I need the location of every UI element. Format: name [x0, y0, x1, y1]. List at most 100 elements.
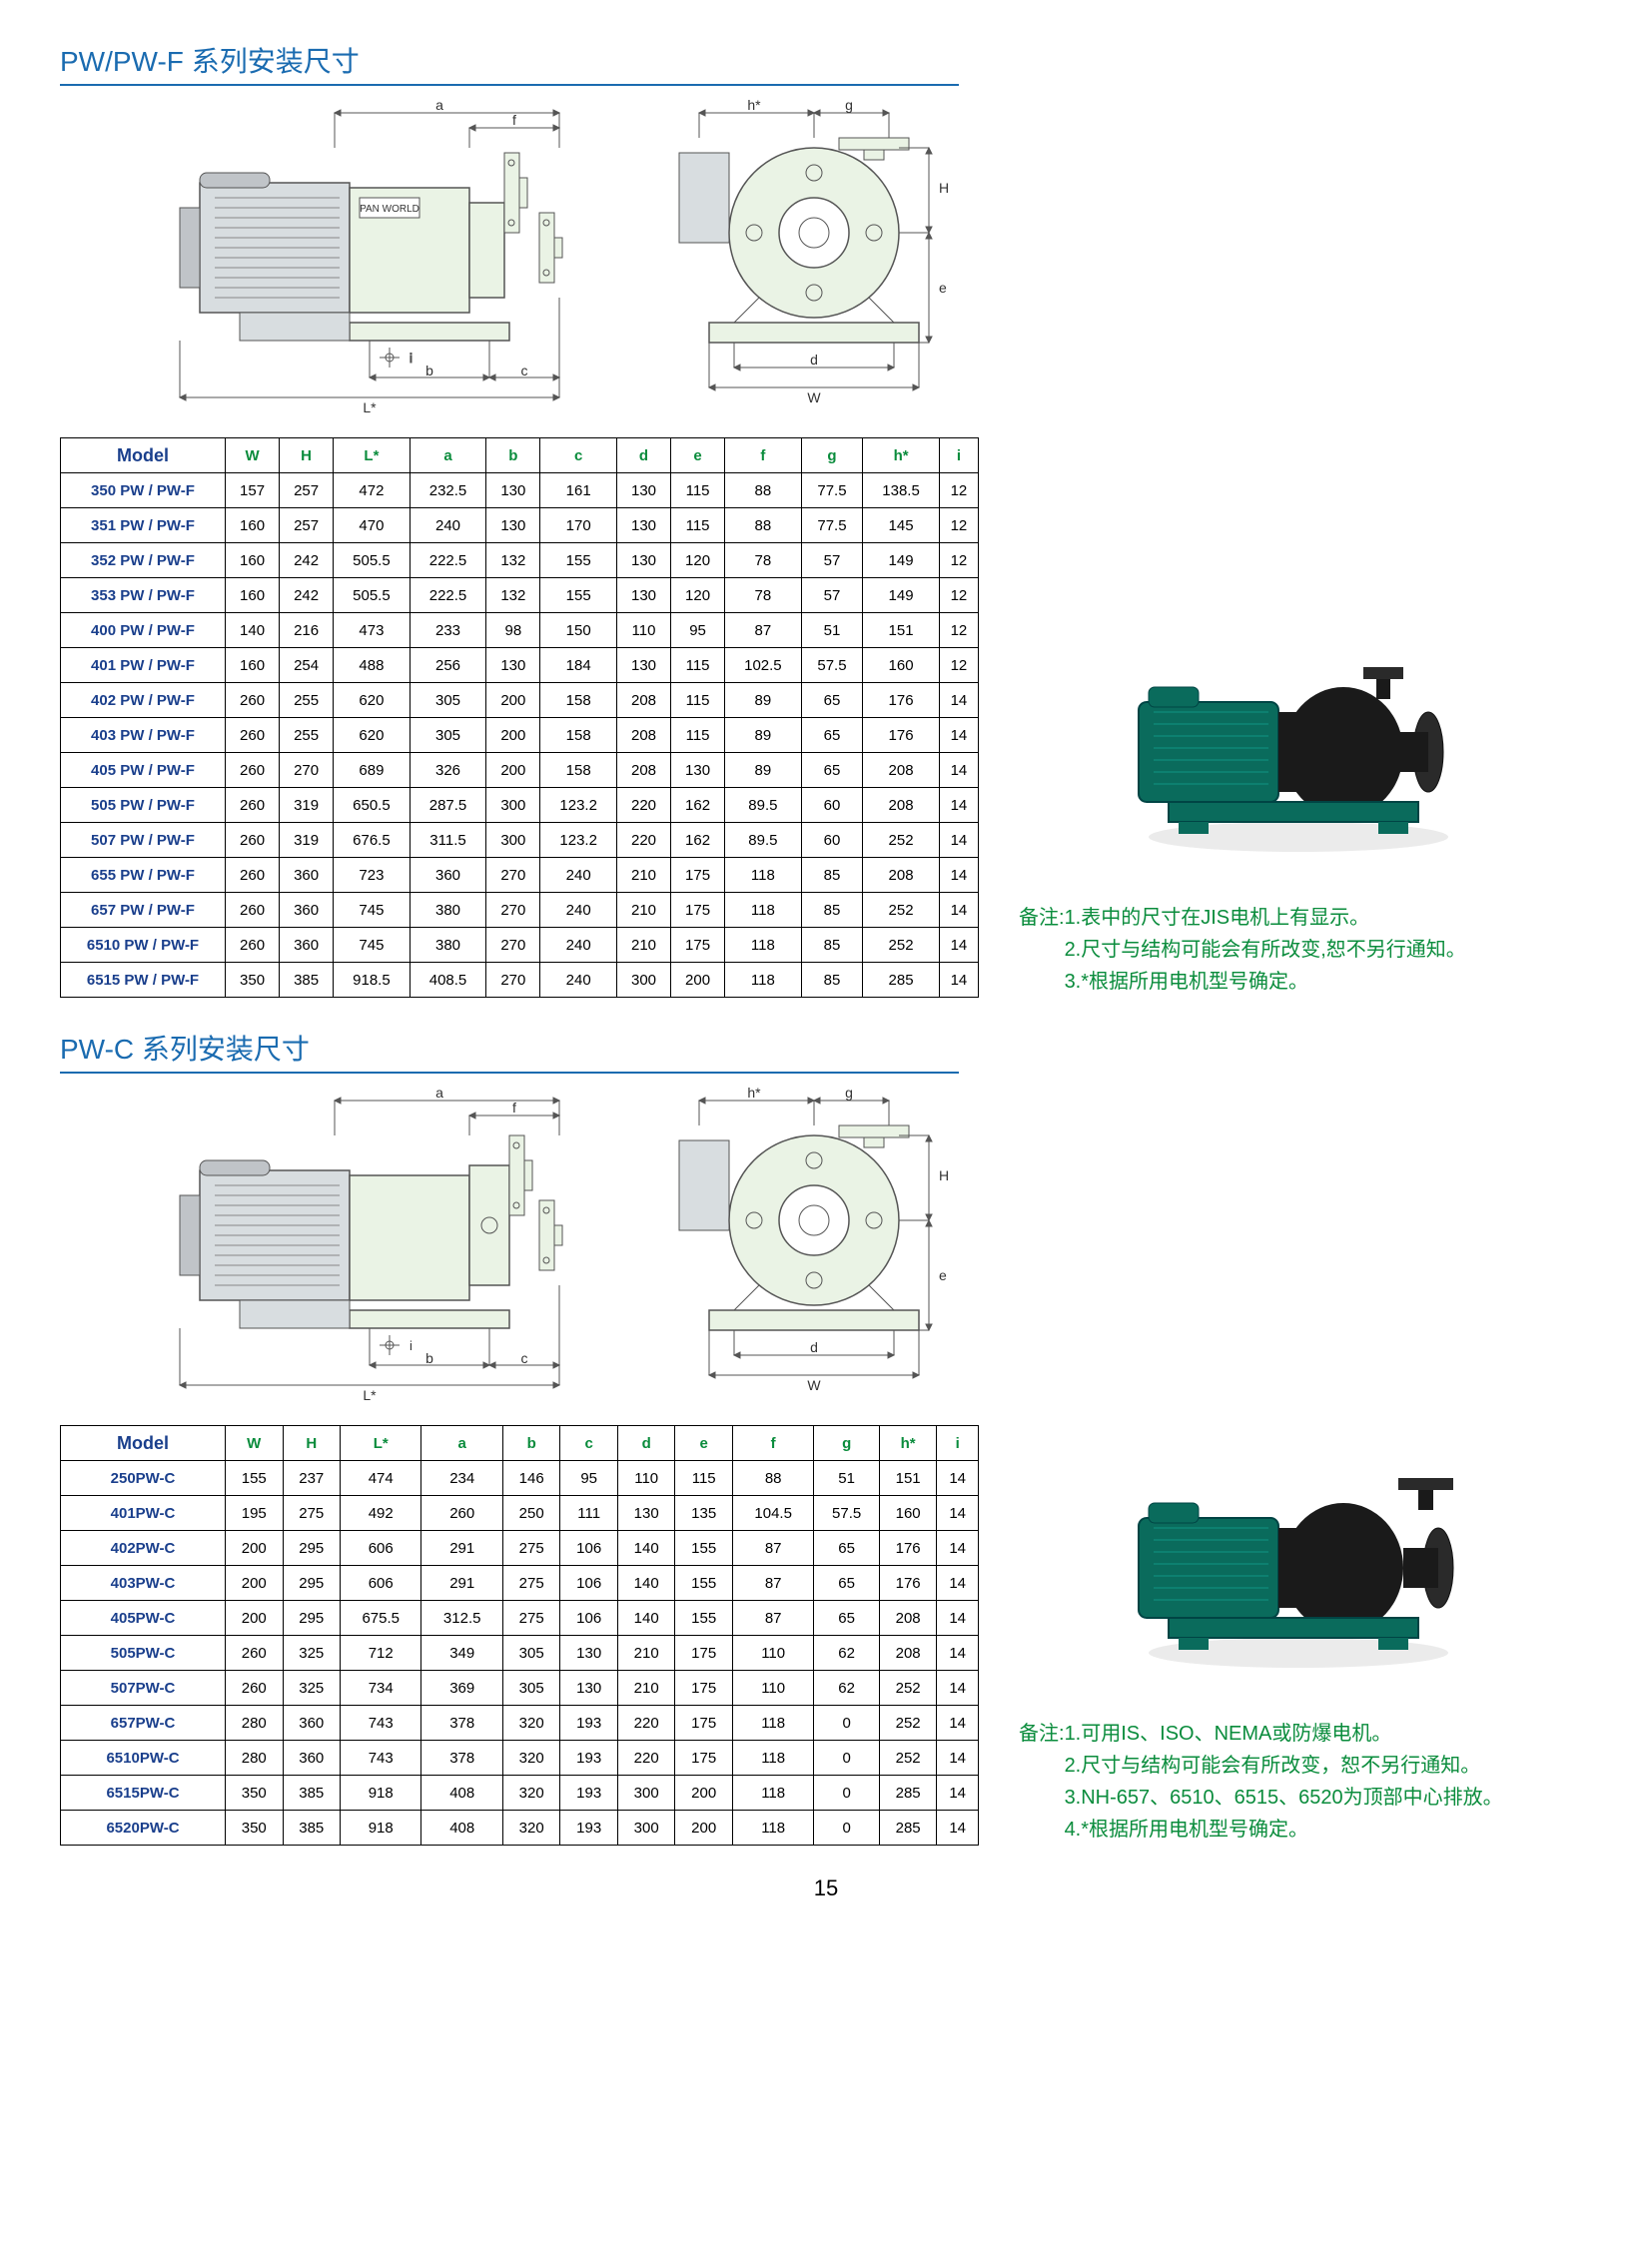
value-cell: 175: [671, 893, 725, 928]
value-cell: 155: [226, 1461, 284, 1496]
table-header: L*: [341, 1426, 421, 1461]
value-cell: 151: [879, 1461, 937, 1496]
model-cell: 350 PW / PW-F: [61, 473, 226, 508]
value-cell: 408: [421, 1776, 502, 1811]
value-cell: 473: [334, 613, 411, 648]
svg-text:W: W: [807, 1377, 821, 1393]
value-cell: 208: [863, 858, 940, 893]
value-cell: 12: [939, 648, 978, 683]
value-cell: 275: [283, 1496, 341, 1531]
model-cell: 401PW-C: [61, 1496, 226, 1531]
model-cell: 505PW-C: [61, 1636, 226, 1671]
value-cell: 918.5: [334, 963, 411, 998]
value-cell: 350: [226, 1776, 284, 1811]
model-cell: 402PW-C: [61, 1531, 226, 1566]
section1-table: ModelWHL*abcdefgh*i 350 PW / PW-F1572574…: [60, 437, 979, 998]
value-cell: 57.5: [814, 1496, 879, 1531]
value-cell: 208: [879, 1601, 937, 1636]
value-cell: 51: [814, 1461, 879, 1496]
value-cell: 14: [937, 1706, 979, 1741]
value-cell: 350: [226, 1811, 284, 1846]
value-cell: 57.5: [801, 648, 863, 683]
value-cell: 57: [801, 543, 863, 578]
value-cell: 130: [616, 543, 670, 578]
table-header: c: [560, 1426, 618, 1461]
value-cell: 319: [280, 788, 334, 823]
value-cell: 257: [280, 473, 334, 508]
value-cell: 149: [863, 543, 940, 578]
value-cell: 115: [671, 508, 725, 543]
value-cell: 89: [725, 718, 802, 753]
value-cell: 918: [341, 1811, 421, 1846]
value-cell: 240: [410, 508, 486, 543]
section1-content: a f: [60, 98, 1592, 998]
value-cell: 200: [671, 963, 725, 998]
value-cell: 270: [280, 753, 334, 788]
svg-text:h*: h*: [747, 1086, 761, 1101]
value-cell: 369: [421, 1671, 502, 1706]
value-cell: 200: [226, 1566, 284, 1601]
table-row: 250PW-C15523747423414695110115885115114: [61, 1461, 979, 1496]
value-cell: 106: [560, 1601, 618, 1636]
model-cell: 657PW-C: [61, 1706, 226, 1741]
value-cell: 130: [486, 508, 540, 543]
value-cell: 14: [937, 1601, 979, 1636]
value-cell: 157: [226, 473, 280, 508]
value-cell: 360: [280, 893, 334, 928]
value-cell: 111: [560, 1496, 618, 1531]
value-cell: 200: [226, 1601, 284, 1636]
value-cell: 110: [616, 613, 670, 648]
value-cell: 300: [486, 788, 540, 823]
value-cell: 65: [801, 718, 863, 753]
table-row: 401 PW / PW-F160254488256130184130115102…: [61, 648, 979, 683]
value-cell: 89.5: [725, 823, 802, 858]
value-cell: 222.5: [410, 543, 486, 578]
model-cell: 250PW-C: [61, 1461, 226, 1496]
value-cell: 305: [410, 683, 486, 718]
value-cell: 349: [421, 1636, 502, 1671]
section2-table: ModelWHL*abcdefgh*i 250PW-C1552374742341…: [60, 1425, 979, 1846]
value-cell: 320: [502, 1811, 560, 1846]
value-cell: 87: [732, 1601, 813, 1636]
value-cell: 110: [732, 1636, 813, 1671]
value-cell: 260: [226, 718, 280, 753]
value-cell: 380: [410, 893, 486, 928]
table-row: 352 PW / PW-F160242505.5222.513215513012…: [61, 543, 979, 578]
svg-text:e: e: [939, 1267, 947, 1283]
value-cell: 89: [725, 683, 802, 718]
value-cell: 14: [939, 823, 978, 858]
value-cell: 130: [616, 648, 670, 683]
value-cell: 160: [226, 648, 280, 683]
table-row: 350 PW / PW-F157257472232.51301611301158…: [61, 473, 979, 508]
value-cell: 195: [226, 1496, 284, 1531]
value-cell: 650.5: [334, 788, 411, 823]
value-cell: 275: [502, 1531, 560, 1566]
value-cell: 130: [671, 753, 725, 788]
value-cell: 360: [280, 928, 334, 963]
value-cell: 14: [937, 1811, 979, 1846]
value-cell: 135: [675, 1496, 733, 1531]
dim-a: a: [435, 98, 443, 113]
value-cell: 175: [675, 1706, 733, 1741]
value-cell: 256: [410, 648, 486, 683]
value-cell: 78: [725, 578, 802, 613]
value-cell: 102.5: [725, 648, 802, 683]
svg-text:i: i: [410, 1338, 413, 1353]
value-cell: 65: [801, 753, 863, 788]
value-cell: 240: [540, 858, 617, 893]
svg-text:d: d: [810, 352, 818, 368]
table-row: 655 PW / PW-F260360723360270240210175118…: [61, 858, 979, 893]
value-cell: 280: [226, 1706, 284, 1741]
value-cell: 305: [410, 718, 486, 753]
value-cell: 260: [226, 823, 280, 858]
value-cell: 85: [801, 963, 863, 998]
pump-side-view-diagram: a f: [140, 98, 619, 427]
value-cell: 222.5: [410, 578, 486, 613]
value-cell: 505.5: [334, 543, 411, 578]
value-cell: 14: [937, 1496, 979, 1531]
value-cell: 118: [732, 1776, 813, 1811]
value-cell: 200: [486, 753, 540, 788]
value-cell: 280: [226, 1741, 284, 1776]
value-cell: 130: [486, 473, 540, 508]
value-cell: 260: [226, 1671, 284, 1706]
